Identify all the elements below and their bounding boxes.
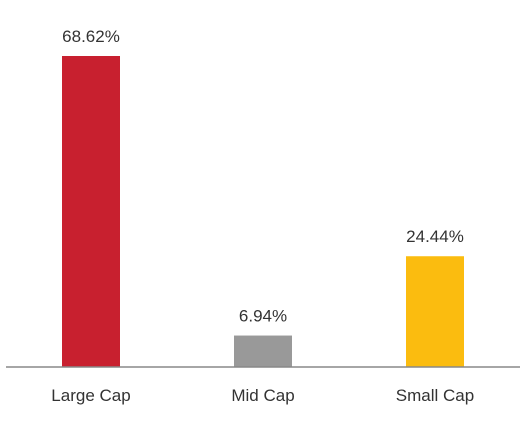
category-label-mid-cap: Mid Cap [231, 386, 294, 405]
value-label-small-cap: 24.44% [406, 227, 464, 246]
value-label-mid-cap: 6.94% [239, 307, 287, 326]
bars-group [62, 56, 464, 367]
bar-small-cap [406, 256, 464, 367]
bar-large-cap [62, 56, 120, 367]
category-label-small-cap: Small Cap [396, 386, 474, 405]
category-labels-group: Large Cap Mid Cap Small Cap [51, 386, 474, 405]
value-labels-group: 68.62% 6.94% 24.44% [62, 27, 464, 326]
bar-mid-cap [234, 335, 292, 367]
category-label-large-cap: Large Cap [51, 386, 130, 405]
value-label-large-cap: 68.62% [62, 27, 120, 46]
